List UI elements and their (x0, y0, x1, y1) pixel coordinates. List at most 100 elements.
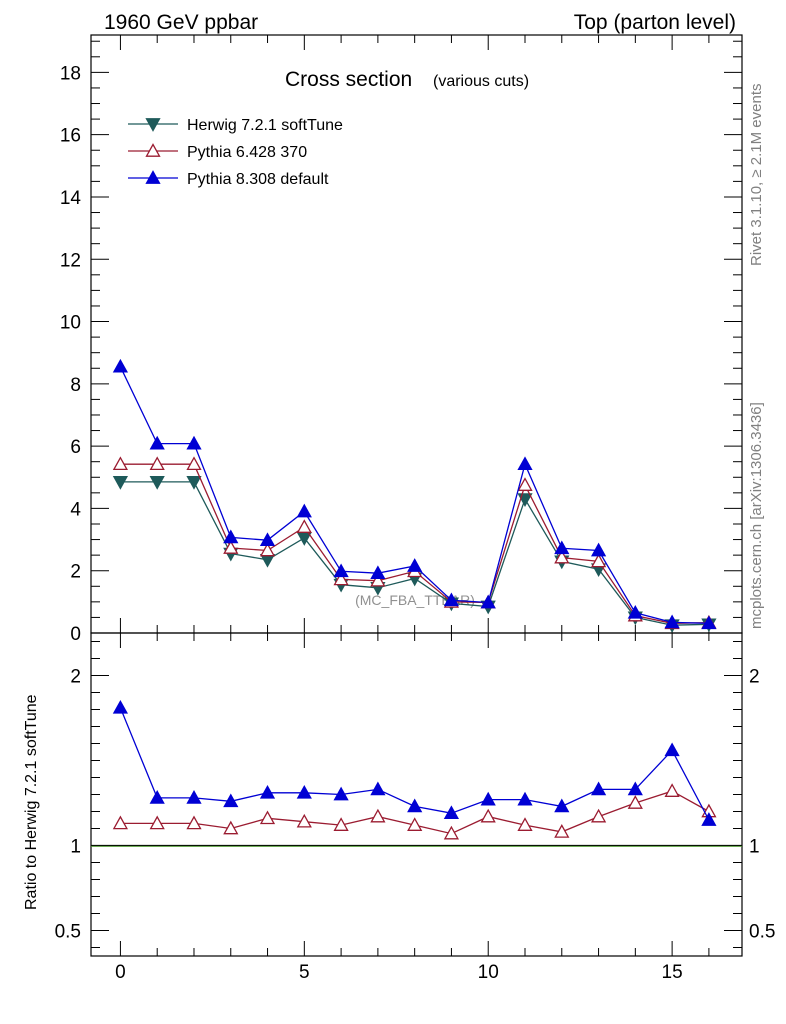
ratio-y-tick-label-right: 2 (749, 667, 760, 688)
data-point (554, 549, 570, 564)
ratio-point (333, 786, 349, 801)
ratio-series-2 (112, 699, 717, 826)
legend-marker (145, 118, 161, 132)
data-point (517, 456, 533, 471)
ratio-point (480, 808, 496, 823)
ratio-point (370, 808, 386, 823)
data-point (701, 615, 717, 630)
ratio-point (259, 810, 276, 825)
data-point (223, 529, 239, 544)
ratio-point (112, 815, 129, 830)
data-point (627, 604, 643, 619)
main-plot-panel: 0 2 4 6 8 10 12 14 16 18 Cross section (various c… (60, 34, 743, 645)
ratio-point (517, 817, 533, 831)
legend-label: Pythia 6.428 370 (187, 144, 307, 161)
data-point (112, 358, 129, 373)
y-tick-label: 2 (70, 562, 81, 583)
data-point (186, 435, 202, 450)
header-right-title: Top (parton level) (574, 11, 736, 34)
data-point (149, 435, 165, 450)
ratio-y-axis-label: Ratio to Herwig 7.2.1 softTune (23, 694, 40, 910)
legend: Herwig 7.2.1 softTune Pythia 6.428 370 Pyt… (128, 117, 343, 188)
ratio-point (223, 793, 239, 808)
ratio-series-1 (112, 783, 717, 840)
ratio-y-tick-label-left: 0.5 (55, 922, 81, 943)
ratio-y-tick-label-left: 2 (70, 667, 81, 688)
ratio-point (333, 817, 349, 831)
ratio-point (554, 798, 570, 813)
data-point (333, 563, 349, 578)
ratio-point (186, 815, 202, 830)
ratio-point (590, 808, 607, 823)
data-point (370, 565, 386, 580)
ratio-point (149, 790, 165, 804)
main-axis-ticks (91, 35, 742, 634)
legend-label: Herwig 7.2.1 softTune (187, 117, 343, 134)
ratio-y-tick-labels: 0.5 0.5 1 1 2 2 (55, 667, 776, 943)
ratio-point (627, 781, 643, 796)
ratio-plot-panel: 0.5 0.5 1 1 2 2 Ratio to Herwig 7.2.1 softTun… (23, 632, 776, 957)
ratio-point (554, 824, 570, 838)
ratio-axis-ticks (91, 633, 742, 956)
chart-title: Cross section (285, 68, 412, 91)
data-point (590, 542, 607, 557)
series-2 (112, 358, 717, 630)
ratio-plot-frame (90, 632, 743, 957)
y-tick-label: 10 (60, 313, 81, 334)
data-point (112, 476, 129, 490)
data-point (296, 519, 312, 533)
ratio-y-tick-label-right: 1 (749, 837, 760, 858)
data-point (186, 476, 202, 490)
mcplots-label: mcplots.cern.ch [arXiv:1306.3436] (748, 402, 765, 629)
header-left-title: 1960 GeV ppbar (104, 11, 258, 34)
y-tick-label: 4 (70, 499, 81, 520)
rivet-version-label: Rivet 3.1.10, ≥ 2.1M events (748, 84, 765, 267)
x-tick-label: 0 (115, 962, 126, 983)
x-tick-label: 5 (299, 962, 310, 983)
legend-item-2: Pythia 8.308 default (128, 170, 329, 188)
data-point (590, 553, 607, 568)
ratio-point (223, 820, 239, 835)
ratio-point (443, 805, 460, 820)
data-point (149, 456, 165, 471)
ratio-point (627, 795, 643, 809)
ratio-point (443, 825, 460, 840)
ratio-point (149, 815, 165, 830)
legend-marker (145, 170, 161, 184)
data-point (370, 572, 386, 587)
data-point (112, 456, 129, 471)
data-point (259, 532, 276, 547)
data-point (259, 553, 276, 568)
data-point (259, 542, 276, 557)
y-tick-label: 14 (60, 188, 82, 209)
data-point (186, 456, 202, 471)
data-point (664, 614, 680, 629)
ratio-series-0 (91, 844, 742, 847)
x-tick-label: 10 (478, 962, 499, 983)
data-point (480, 594, 496, 609)
ratio-point (259, 784, 276, 799)
ratio-point (517, 791, 533, 806)
ratio-point (296, 813, 312, 828)
legend-item-0: Herwig 7.2.1 softTune (128, 117, 343, 134)
data-point (407, 558, 423, 572)
y-tick-label: 16 (60, 126, 81, 147)
ratio-point (407, 817, 423, 831)
ratio-point (186, 790, 202, 804)
y-tick-label: 18 (60, 63, 81, 84)
data-point (554, 540, 570, 555)
data-point (333, 571, 349, 586)
x-tick-label: 15 (662, 962, 683, 983)
chart-subtitle: (various cuts) (433, 73, 529, 90)
main-series-group (112, 358, 717, 634)
y-tick-label: 0 (70, 624, 81, 645)
y-tick-label: 8 (70, 375, 81, 396)
y-tick-label: 6 (70, 437, 81, 458)
series-0 (112, 476, 717, 634)
x-tick-labels: 0 5 10 15 (115, 962, 683, 983)
ratio-y-tick-label-right: 0.5 (749, 922, 775, 943)
legend-item-1: Pythia 6.428 370 (128, 143, 307, 161)
ratio-series-group (91, 699, 742, 847)
ratio-point (370, 781, 386, 796)
legend-marker (145, 143, 161, 157)
